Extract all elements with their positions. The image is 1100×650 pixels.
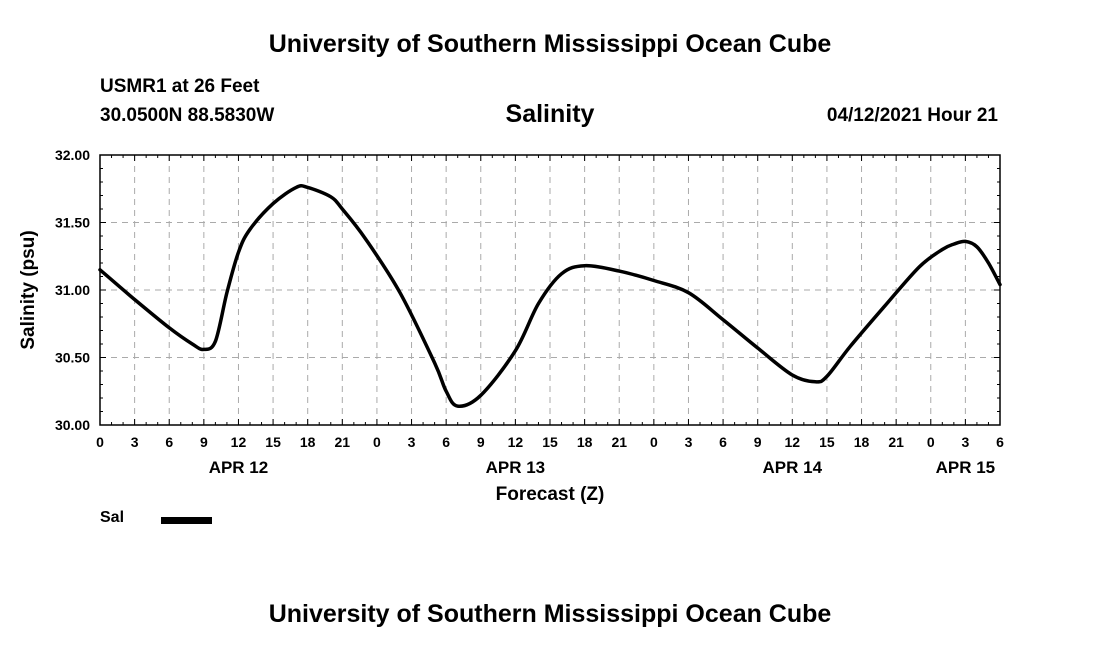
y-tick-label: 30.50 <box>55 350 90 366</box>
x-tick-label: 3 <box>131 434 139 450</box>
x-tick-label: 12 <box>785 434 801 450</box>
x-tick-label: 15 <box>819 434 835 450</box>
chart-title-top: University of Southern Mississippi Ocean… <box>268 30 832 58</box>
x-tick-label: 15 <box>542 434 558 450</box>
y-tick-label: 30.00 <box>55 417 90 433</box>
x-tick-label: 9 <box>200 434 208 450</box>
coordinates-label: 30.0500N 88.5830W <box>100 105 275 126</box>
y-tick-label: 31.50 <box>55 215 90 231</box>
legend-swatch <box>161 517 212 524</box>
forecast-datetime: 04/12/2021 Hour 21 <box>826 105 998 126</box>
x-date-label: APR 12 <box>209 458 269 477</box>
x-date-label: APR 13 <box>486 458 546 477</box>
x-tick-label: 6 <box>719 434 727 450</box>
x-axis-label: Forecast (Z) <box>496 484 605 505</box>
x-tick-label: 0 <box>373 434 381 450</box>
x-tick-label: 3 <box>961 434 969 450</box>
x-tick-label: 9 <box>754 434 762 450</box>
plot-frame <box>99 154 1001 426</box>
x-date-label: APR 15 <box>936 458 996 477</box>
x-tick-label: 0 <box>96 434 104 450</box>
series-line-sal <box>98 184 1002 408</box>
x-tick-label: 3 <box>408 434 416 450</box>
x-tick-label: 0 <box>650 434 658 450</box>
x-tick-label: 21 <box>611 434 627 450</box>
x-tick-label: 9 <box>477 434 485 450</box>
legend-label: Sal <box>100 509 125 526</box>
x-tick-label: 6 <box>165 434 173 450</box>
x-tick-label: 6 <box>442 434 450 450</box>
x-tick-label: 21 <box>888 434 904 450</box>
x-tick-label: 3 <box>685 434 693 450</box>
x-tick-label: 18 <box>577 434 593 450</box>
x-date-label: APR 14 <box>763 458 823 477</box>
x-tick-label: 6 <box>996 434 1004 450</box>
chart-title-bottom: University of Southern Mississippi Ocean… <box>268 600 832 628</box>
x-tick-label: 12 <box>508 434 524 450</box>
parameter-title: Salinity <box>505 100 595 128</box>
x-tick-label: 18 <box>300 434 316 450</box>
x-tick-label: 18 <box>854 434 870 450</box>
station-label: USMR1 at 26 Feet <box>100 76 260 97</box>
y-axis-label: Salinity (psu) <box>18 230 39 349</box>
y-tick-label: 31.00 <box>55 282 90 298</box>
x-tick-label: 0 <box>927 434 935 450</box>
x-tick-label: 21 <box>335 434 351 450</box>
x-tick-label: 15 <box>265 434 281 450</box>
x-tick-label: 12 <box>231 434 247 450</box>
y-tick-label: 32.00 <box>55 147 90 163</box>
